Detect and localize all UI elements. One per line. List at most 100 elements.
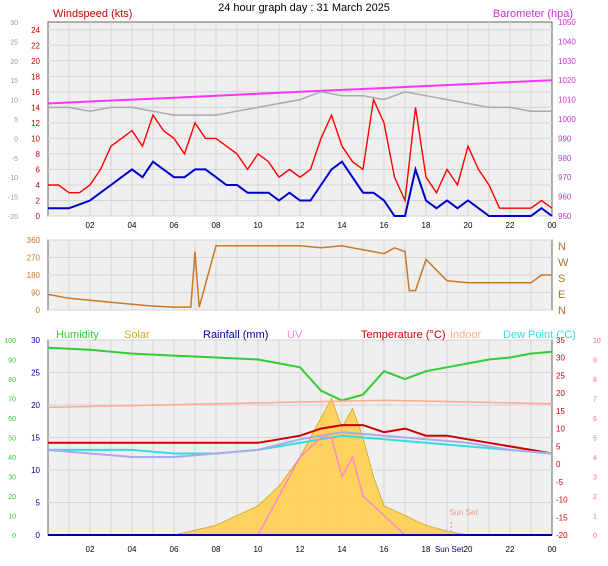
wind-x-tick-label: 08: [212, 221, 221, 230]
rain-tick-label: 0: [36, 531, 41, 540]
barometer-tick-label: 1040: [558, 37, 576, 46]
temperature-tick-label: 35: [556, 336, 565, 345]
wind-x-tick-label: 16: [380, 221, 389, 230]
wind-x-tick-label: 02: [86, 221, 95, 230]
uv-tick-label: 8: [593, 377, 597, 384]
uv-tick-label: 4: [593, 455, 597, 462]
dew-point-c-line: [48, 434, 553, 455]
temperature-tick-label: -20: [556, 531, 568, 540]
temperature-c-line: [48, 424, 553, 455]
wind-x-tick-label: 14: [338, 221, 347, 230]
uv-tick-label: 9: [593, 358, 597, 365]
direction-tick-label: 180: [27, 271, 41, 280]
humidity-tick-label: 100: [4, 338, 16, 345]
compass-label: W: [558, 257, 569, 269]
humidity-line: [47, 346, 553, 402]
uv-line: [257, 436, 406, 536]
uv-tick-label: 10: [593, 338, 601, 345]
humidity-tick-label: 40: [8, 455, 16, 462]
uv-tick-label: 1: [593, 514, 597, 521]
temp-trace-tick-label: -5: [12, 156, 18, 163]
humidity-x-tick-label: 22: [506, 545, 515, 554]
temperature-tick-label: -5: [556, 478, 564, 487]
humidity-tick-label: 0: [12, 533, 16, 540]
uv-tick-label: 2: [593, 494, 597, 501]
wind-tick-label: 18: [31, 72, 40, 81]
sunset-x-label: Sun Set: [435, 545, 464, 554]
humidity-tick-label: 90: [8, 358, 16, 365]
chart-title: 24 hour graph day : 31 March 2025: [218, 2, 390, 14]
temp-trace-tick-label: 30: [10, 20, 18, 27]
temp-trace-tick-label: 25: [10, 39, 18, 46]
barometer-tick-label: 1000: [558, 115, 576, 124]
legend-item: Solar: [124, 329, 150, 341]
temp-trace-tick-label: -20: [8, 214, 18, 221]
legend-item: Indoor: [450, 329, 482, 341]
wind-tick-label: 22: [31, 41, 40, 50]
humidity-tick-label: 20: [8, 494, 16, 501]
temp-trace-tick-label: 15: [10, 78, 18, 85]
rain-tick-label: 5: [36, 499, 41, 508]
legend-item: UV: [287, 329, 303, 341]
legend-item: Dew Point (°C): [503, 329, 576, 341]
wind-x-tick-label: 00: [548, 221, 557, 230]
humidity-x-tick-label: 20: [464, 545, 473, 554]
direction-tick-label: 270: [27, 254, 41, 263]
temp-trace-tick-label: 5: [14, 117, 18, 124]
legend-item: Temperature (°C): [361, 329, 445, 341]
humidity-x-tick-label: 08: [212, 545, 221, 554]
wind-panel-gust-line: [48, 97, 553, 209]
temperature-tick-label: 5: [556, 442, 561, 451]
apparent-line: [47, 431, 553, 458]
legend-item: Rainfall (mm): [203, 329, 268, 341]
windspeed-axis-label: Windspeed (kts): [53, 8, 132, 20]
barometer-tick-label: 1010: [558, 96, 576, 105]
legend-item: Humidity: [56, 329, 99, 341]
wind-x-tick-label: 06: [170, 221, 179, 230]
wind-tick-label: 12: [31, 119, 40, 128]
humidity-tick-label: 60: [8, 416, 16, 423]
temperature-tick-label: 30: [556, 354, 565, 363]
rain-tick-label: 15: [31, 434, 40, 443]
uv-tick-label: 0: [593, 533, 597, 540]
wind-x-tick-label: 04: [128, 221, 137, 230]
humidity-x-tick-label: 16: [380, 545, 389, 554]
barometer-tick-label: 1050: [558, 18, 576, 27]
humidity-tick-label: 30: [8, 475, 16, 482]
compass-label: N: [558, 241, 566, 253]
humidity-x-tick-label: 18: [422, 545, 431, 554]
temperature-tick-label: 20: [556, 389, 565, 398]
humidity-tick-label: 80: [8, 377, 16, 384]
direction-tick-label: 0: [36, 306, 41, 315]
humidity-tick-label: 50: [8, 436, 16, 443]
temperature-tick-label: 0: [556, 460, 561, 469]
uv-tick-label: 5: [593, 436, 597, 443]
wind-tick-label: 14: [31, 103, 40, 112]
humidity-x-tick-label: 04: [128, 545, 137, 554]
temp-trace-tick-label: -15: [8, 195, 18, 202]
direction-line: [47, 245, 552, 308]
wind-tick-label: 16: [31, 88, 40, 97]
barometer-tick-label: 1020: [558, 76, 576, 85]
compass-label: S: [558, 273, 565, 285]
rain-tick-label: 10: [31, 466, 40, 475]
temperature-tick-label: 10: [556, 425, 565, 434]
wind-tick-label: 24: [31, 26, 40, 35]
uv-tick-label: 6: [593, 416, 597, 423]
uv-tick-label: 3: [593, 475, 597, 482]
wind-tick-label: 0: [36, 212, 41, 221]
temperature-tick-label: -15: [556, 513, 568, 522]
humidity-tick-label: 70: [8, 397, 16, 404]
indoor-line: [47, 399, 553, 409]
wind-panel-temperature-line: [48, 91, 552, 116]
wind-x-tick-label: 12: [296, 221, 305, 230]
temp-trace-tick-label: 10: [10, 98, 18, 105]
humidity-x-tick-label: 10: [254, 545, 263, 554]
temperature-tick-label: -10: [556, 496, 568, 505]
temp-trace-tick-label: 0: [14, 136, 18, 143]
solar-area: [173, 397, 469, 536]
wind-x-tick-label: 22: [506, 221, 515, 230]
direction-tick-label: 90: [31, 289, 40, 298]
